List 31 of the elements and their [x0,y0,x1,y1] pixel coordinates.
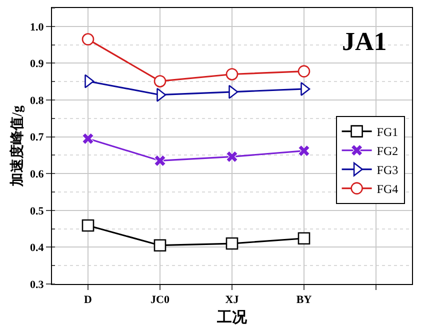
point [226,68,238,80]
text: JA1 [342,27,387,56]
x-tick-label: D [84,294,92,306]
point [298,232,310,245]
point [226,150,238,163]
point [154,75,166,88]
x-tick-label: XJ [225,294,240,306]
y-tick-label: 1.0 [30,21,44,34]
y-tick-label: 0.6 [30,168,44,180]
y-tick-label: 0.5 [30,205,44,218]
point [298,144,310,157]
legend-label: FG1 [376,124,398,139]
legend-label: FG2 [376,144,398,158]
point [154,239,166,252]
legend-label: FG3 [376,162,398,177]
y-tick-label: 0.4 [30,242,44,254]
x-tick-label: BY [296,294,312,306]
point [154,154,166,167]
point [82,219,94,232]
legend-label: FG4 [376,182,398,196]
point [226,237,238,250]
y-tick-label: 0.7 [30,132,44,144]
point [82,132,94,145]
y-tick-label: 0.9 [30,58,44,70]
y-tick-label: 0.3 [30,278,44,291]
point [298,65,310,78]
x-tick-label: JC0 [150,294,170,306]
x-axis-title: 工况 [216,309,248,326]
y-tick-label: 0.8 [30,94,44,107]
point [82,33,94,46]
y-axis-title: 加速度峰值/g [8,106,26,188]
